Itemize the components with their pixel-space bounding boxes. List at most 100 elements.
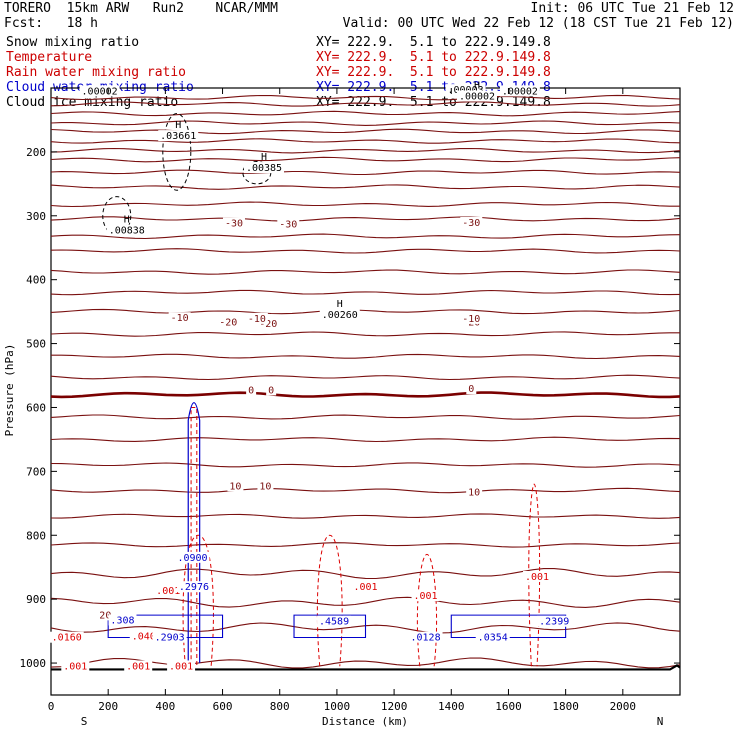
snow-max-label-text: .00002	[82, 86, 118, 97]
isotherm-line	[50, 568, 681, 580]
isotherm-line	[50, 269, 681, 275]
cloud-water-label-bg	[176, 581, 211, 593]
snow-max-label: H.00385	[244, 152, 285, 174]
x-tick-label: 200	[98, 700, 118, 713]
isotherm-label-text: -30	[462, 218, 480, 229]
isotherm-line	[50, 156, 681, 163]
isotherm-line	[50, 120, 681, 126]
y-tick-label: 400	[26, 274, 46, 287]
snow-max-label: .00002	[499, 85, 540, 97]
y-tick-label: 200	[26, 146, 46, 159]
y-tick-label: 600	[26, 401, 46, 414]
rain-label-text: .001	[169, 661, 193, 672]
isotherm-label: -30	[277, 218, 300, 230]
isotherm-label-bg	[227, 480, 244, 492]
cloud-water-layer-contour	[450, 614, 567, 639]
field-xy-temperature: XY= 222.9. 5.1 to 222.9.149.8	[316, 50, 551, 65]
isotherm-label: -20	[257, 317, 280, 330]
isotherm-line	[50, 138, 681, 144]
snow-max-label-text: .03661	[160, 131, 196, 142]
isotherm-line	[50, 201, 680, 208]
y-tick-label: 500	[26, 338, 46, 351]
cloud-water-label-text: .2903	[155, 633, 185, 644]
rain-label-bg	[351, 581, 380, 593]
cloud-water-label-bg	[175, 551, 210, 563]
isotherm-label: 20	[97, 609, 114, 621]
cloud-water-label-text: .2399	[539, 617, 569, 628]
rain-label: .0160	[49, 631, 84, 644]
rain-label-text: .0160	[52, 633, 82, 644]
forecast-hour: Fcst: 18 h	[4, 16, 98, 31]
rain-label-text: .001	[353, 582, 377, 593]
rain-label-bg	[167, 660, 196, 672]
isotherm-line	[51, 353, 681, 360]
isotherm-line	[50, 184, 681, 190]
x-tick-label: 800	[270, 700, 290, 713]
isotherm-label-bg	[466, 486, 483, 498]
isotherm-label-bg	[266, 384, 277, 396]
isotherm-label-text: 0	[468, 384, 474, 395]
rain-label-bg	[523, 570, 552, 582]
field-label-temperature: Temperature	[6, 50, 93, 65]
field-label-rain: Rain water mixing ratio	[6, 65, 187, 80]
rain-plume-contour	[316, 534, 343, 667]
rain-label-text: .001	[63, 661, 87, 672]
isotherm-line	[50, 169, 681, 176]
rain-label-bg	[124, 660, 153, 672]
isotherm-label-text: 10	[229, 481, 241, 492]
isotherm-label-text: 20	[99, 610, 111, 621]
valid-time: Valid: 00 UTC Wed 22 Feb 12 (18 CST Tue …	[342, 16, 734, 31]
isotherm-line	[50, 414, 681, 420]
cloud-water-label-bg	[108, 614, 137, 626]
snow-max-label-text: .00260	[322, 310, 358, 321]
isotherm-label-text: 10	[468, 488, 480, 499]
cloud-water-label: .4589	[317, 615, 352, 628]
x-tick-label: 2000	[610, 700, 637, 713]
rain-label: .001	[61, 660, 90, 672]
y-tick-label: 700	[26, 465, 46, 478]
snow-max-label-text: .00385	[246, 163, 282, 174]
rain-label-bg	[49, 631, 84, 643]
isotherm-label: -10	[168, 312, 191, 324]
rain-label: .001	[351, 581, 380, 593]
snow-max-label-bg	[319, 309, 360, 321]
isotherm-label: 0	[246, 384, 257, 396]
isotherm-label-text: 10	[259, 481, 271, 492]
isotherm-label: 10	[257, 480, 274, 492]
isotherm-label-text: -20	[219, 318, 237, 329]
snow-max-label-marker: H	[337, 299, 343, 310]
plot-frame	[50, 87, 681, 696]
snow-max-label-bg	[158, 130, 199, 142]
isotherm-line	[50, 110, 681, 117]
cloud-water-label-text: .0354	[478, 633, 508, 644]
axes: 0 200 400 600 800 1000 1200 1400 1600 1800 2000200…	[20, 88, 680, 713]
rain-label-text: .001	[156, 586, 180, 597]
rain-label-text: .001	[413, 591, 437, 602]
north-end-label: N	[657, 715, 664, 728]
snow-max-label: .00002	[79, 85, 120, 97]
cloud-water-tower-contour	[187, 402, 201, 664]
cloud-water-label-bg	[317, 615, 352, 627]
snow-max-label: H.00260	[319, 299, 360, 321]
isotherm-label: -10	[460, 312, 483, 325]
field-xy-rain: XY= 222.9. 5.1 to 222.9.149.8	[316, 65, 551, 80]
isotherm-line	[50, 436, 681, 443]
snow-contour	[102, 196, 132, 236]
isotherm-label-bg	[97, 609, 114, 621]
rain-label-text: .001	[525, 572, 549, 583]
snow-max-label: H.00838	[106, 215, 147, 237]
snow-max-label-bg	[79, 85, 120, 97]
x-tick-label: 1400	[438, 700, 465, 713]
model-title: TORERO 15km ARW Run2 NCAR/MMM	[4, 1, 278, 16]
isotherm-label-bg	[460, 217, 483, 229]
rain-plume-contour	[182, 534, 214, 667]
isotherm-label: -20	[217, 316, 240, 329]
snow-max-label: H.00002	[457, 81, 498, 103]
isotherm-line	[50, 462, 681, 468]
snow-max-label-bg	[457, 90, 498, 102]
cloud-water-contours	[107, 402, 567, 664]
isotherm-label-bg	[257, 480, 274, 492]
snow-max-label-text: .00838	[109, 226, 145, 237]
south-end-label: S	[81, 715, 88, 728]
cloud-water-label: .0128	[408, 631, 443, 644]
